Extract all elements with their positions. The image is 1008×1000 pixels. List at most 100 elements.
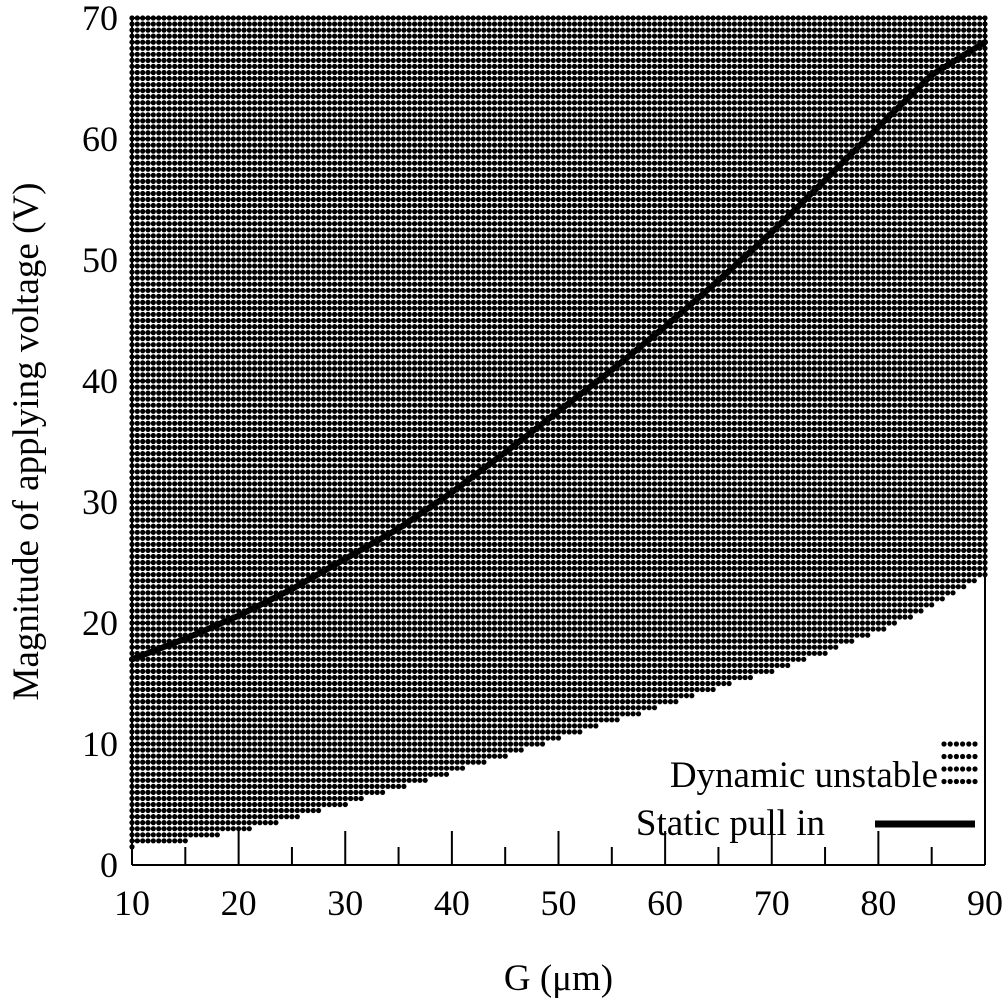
dynamic-unstable-dot: [300, 735, 306, 741]
dynamic-unstable-dot: [300, 202, 306, 209]
dynamic-unstable-dot: [166, 342, 172, 348]
dynamic-unstable-dot: [161, 451, 167, 457]
dynamic-unstable-dot: [182, 196, 188, 203]
dynamic-unstable-dot: [289, 801, 295, 808]
dynamic-unstable-dot: [150, 795, 156, 802]
dynamic-unstable-dot: [300, 281, 306, 287]
dynamic-unstable-dot: [230, 75, 236, 82]
dynamic-unstable-dot: [188, 596, 194, 602]
dynamic-unstable-dot: [166, 451, 172, 457]
dynamic-unstable-dot: [150, 154, 156, 160]
dynamic-unstable-dot: [220, 608, 226, 614]
dynamic-unstable-dot: [166, 106, 172, 112]
dynamic-unstable-dot: [262, 723, 268, 729]
dynamic-unstable-dot: [150, 94, 156, 100]
dynamic-unstable-dot: [134, 384, 140, 390]
dynamic-unstable-dot: [145, 680, 151, 687]
dynamic-unstable-dot: [305, 348, 311, 354]
dynamic-unstable-dot: [236, 348, 242, 354]
dynamic-unstable-dot: [140, 63, 146, 69]
dynamic-unstable-dot: [246, 590, 252, 596]
dynamic-unstable-dot: [252, 336, 258, 342]
dynamic-unstable-dot: [289, 148, 295, 154]
dynamic-unstable-dot: [241, 299, 247, 305]
dynamic-unstable-dot: [188, 717, 194, 723]
dynamic-unstable-dot: [204, 795, 210, 802]
dynamic-unstable-dot: [220, 523, 226, 529]
dynamic-unstable-dot: [166, 287, 172, 293]
dynamic-unstable-dot: [156, 541, 162, 548]
dynamic-unstable-dot: [161, 438, 167, 445]
dynamic-unstable-dot: [294, 741, 300, 747]
dynamic-unstable-dot: [225, 771, 231, 777]
dynamic-unstable-dot: [278, 178, 284, 184]
dynamic-unstable-dot: [156, 517, 162, 523]
dynamic-unstable-dot: [310, 723, 316, 729]
dynamic-unstable-dot: [294, 408, 300, 414]
dynamic-unstable-dot: [316, 511, 322, 517]
dynamic-unstable-dot: [284, 614, 290, 620]
dynamic-unstable-dot: [204, 124, 210, 130]
dynamic-unstable-dot: [161, 275, 167, 281]
dynamic-unstable-dot: [268, 190, 274, 197]
dynamic-unstable-dot: [246, 711, 252, 717]
dynamic-unstable-dot: [305, 184, 311, 190]
dynamic-unstable-dot: [134, 221, 140, 227]
dynamic-unstable-dot: [262, 130, 268, 136]
dynamic-unstable-dot: [156, 251, 162, 257]
dynamic-unstable-dot: [134, 33, 140, 39]
dynamic-unstable-dot: [134, 438, 140, 445]
dynamic-unstable-dot: [150, 142, 156, 148]
dynamic-unstable-dot: [252, 693, 258, 699]
dynamic-unstable-dot: [321, 160, 327, 166]
dynamic-unstable-dot: [289, 559, 295, 566]
dynamic-unstable-dot: [294, 505, 300, 511]
dynamic-unstable-dot: [262, 305, 268, 311]
dynamic-unstable-dot: [150, 106, 156, 112]
dynamic-unstable-dot: [161, 572, 167, 578]
dynamic-unstable-dot: [134, 590, 140, 596]
dynamic-unstable-dot: [225, 438, 231, 445]
dynamic-unstable-dot: [198, 602, 204, 608]
dynamic-unstable-dot: [294, 475, 300, 481]
dynamic-unstable-dot: [177, 166, 183, 172]
dynamic-unstable-dot: [289, 39, 295, 45]
dynamic-unstable-dot: [230, 27, 236, 33]
dynamic-unstable-dot: [246, 632, 252, 638]
dynamic-unstable-dot: [145, 432, 151, 439]
dynamic-unstable-dot: [241, 324, 247, 330]
dynamic-unstable-dot: [300, 481, 306, 487]
dynamic-unstable-dot: [177, 644, 183, 650]
dynamic-unstable-dot: [161, 299, 167, 305]
dynamic-unstable-dot: [321, 233, 327, 239]
dynamic-unstable-dot: [198, 680, 204, 687]
dynamic-unstable-dot: [278, 457, 284, 463]
dynamic-unstable-dot: [145, 553, 151, 560]
dynamic-unstable-dot: [145, 723, 151, 729]
dynamic-unstable-dot: [193, 336, 199, 342]
dynamic-unstable-dot: [316, 372, 322, 378]
dynamic-unstable-dot: [225, 45, 231, 51]
dynamic-unstable-dot: [166, 511, 172, 517]
dynamic-unstable-dot: [204, 438, 210, 445]
dynamic-unstable-dot: [289, 275, 295, 281]
dynamic-unstable-dot: [161, 686, 167, 693]
dynamic-unstable-dot: [225, 547, 231, 554]
dynamic-unstable-dot: [262, 148, 268, 154]
dynamic-unstable-dot: [182, 578, 188, 584]
dynamic-unstable-dot: [278, 517, 284, 523]
dynamic-unstable-dot: [300, 51, 306, 57]
dynamic-unstable-dot: [262, 372, 268, 378]
dynamic-unstable-dot: [198, 384, 204, 390]
dynamic-unstable-dot: [246, 457, 252, 463]
dynamic-unstable-dot: [198, 275, 204, 281]
dynamic-unstable-dot: [198, 354, 204, 360]
dynamic-unstable-dot: [289, 172, 295, 178]
dynamic-unstable-dot: [156, 305, 162, 311]
dynamic-unstable-dot: [134, 565, 140, 572]
dynamic-unstable-dot: [182, 21, 188, 27]
dynamic-unstable-dot: [289, 305, 295, 311]
dynamic-unstable-dot: [172, 124, 178, 130]
dynamic-unstable-dot: [300, 118, 306, 124]
dynamic-unstable-dot: [150, 420, 156, 426]
